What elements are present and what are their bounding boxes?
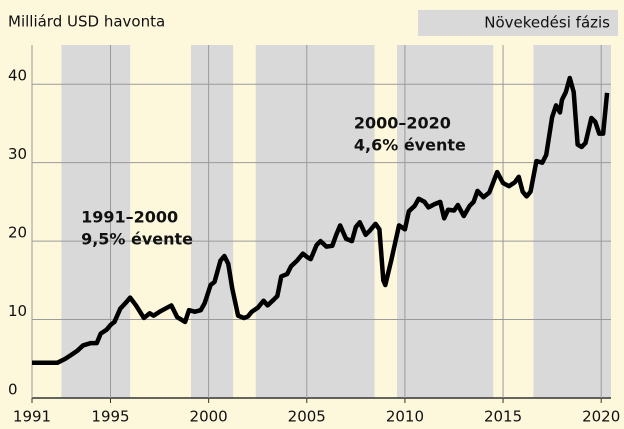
- x-tick-label: 2010: [386, 408, 424, 426]
- annotation-line: 1991–2000: [81, 207, 178, 226]
- x-tick-label: 2020: [582, 408, 620, 426]
- y-tick-label: 40: [8, 67, 27, 85]
- x-tick-label: 2000: [190, 408, 228, 426]
- annotation: 2000–2020 4,6% évente: [354, 113, 466, 154]
- y-tick-label: 20: [8, 224, 27, 242]
- legend-label: Növekedési fázis: [484, 14, 610, 32]
- annotation-line: 2000–2020: [354, 113, 451, 132]
- x-tick-label: 2005: [288, 408, 326, 426]
- annotation-line: 4,6% évente: [354, 135, 466, 154]
- phase-band: [533, 45, 611, 398]
- x-tick-label: 1991: [13, 408, 51, 426]
- legend-swatch: [418, 10, 618, 36]
- data-line: [32, 75, 610, 365]
- x-tick-label: 2015: [484, 408, 522, 426]
- phase-band: [255, 45, 375, 398]
- x-tick-label: 1995: [91, 408, 129, 426]
- annotation: 1991–2000 9,5% évente: [81, 207, 193, 248]
- y-tick-label: 0: [8, 381, 18, 399]
- phase-band: [190, 45, 234, 398]
- y-tick-label: 10: [8, 302, 27, 320]
- annotation-line: 9,5% évente: [81, 229, 193, 248]
- y-axis-label: Milliárd USD havonta: [8, 13, 165, 31]
- y-tick-label: 30: [8, 145, 27, 163]
- phase-band: [61, 45, 131, 398]
- phase-band: [397, 45, 494, 398]
